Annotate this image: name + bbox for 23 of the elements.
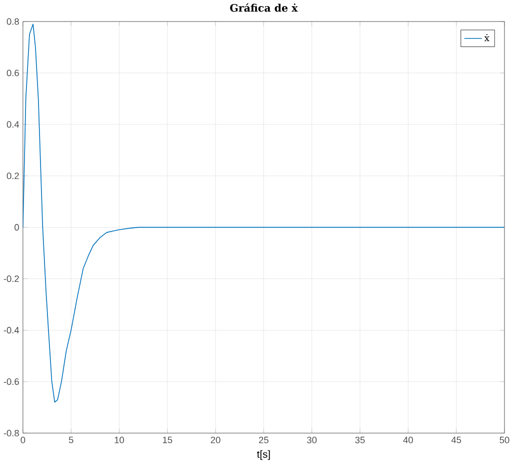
x-tick-label: 35 [355,436,365,444]
chart-title: Gráfica de ẋ [230,3,298,12]
y-tick-label: 0.6 [6,70,19,76]
y-tick-label: -0.8 [4,430,19,436]
x-tick-label: 25 [259,436,268,444]
y-tick-label: -0.6 [4,378,19,385]
y-tick-label: 0.2 [6,172,19,180]
x-tick-label: 20 [210,436,220,444]
x-tick-label: 40 [403,436,413,444]
y-tick-label: -0.2 [4,275,19,282]
x-axis-title: t[s] [257,450,270,460]
x-tick-label: 30 [307,436,317,444]
y-tick-label: -0.4 [4,326,20,334]
y-tick-label: 0.8 [6,18,19,25]
x-tick-label: 45 [451,436,462,444]
x-tick-label: 10 [114,436,124,444]
x-tick-label: 50 [500,436,510,444]
x-tick-label: 0 [20,436,26,444]
x-tick-label: 15 [162,436,172,444]
y-tick-label: 0.4 [6,121,20,128]
y-tick-label: 0 [14,224,19,230]
legend-label: ẋ [484,34,490,41]
x-tick-label: 5 [68,436,74,444]
